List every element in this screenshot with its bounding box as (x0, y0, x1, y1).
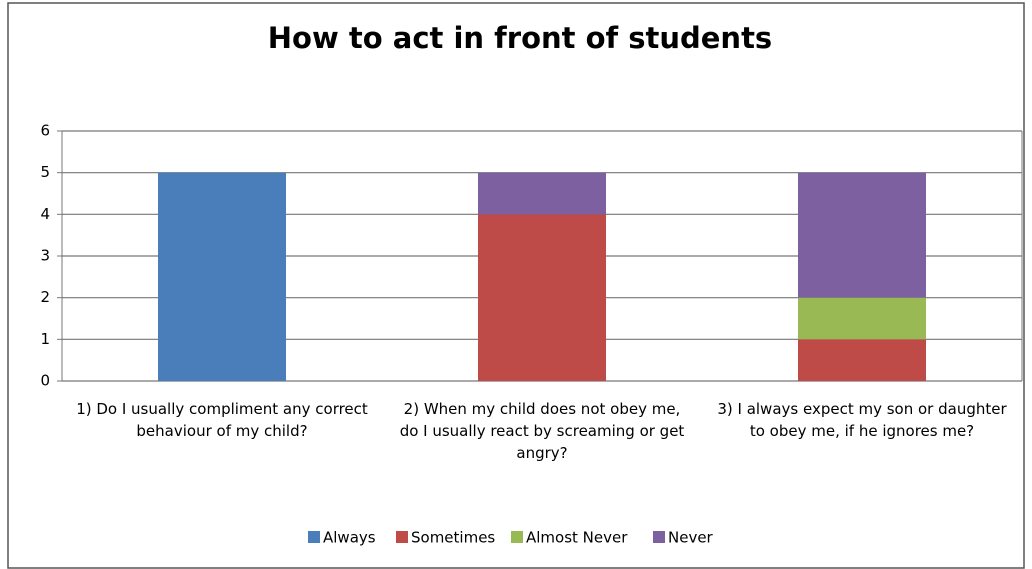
bar-segment (798, 172, 926, 298)
legend-swatch (308, 531, 320, 543)
y-tick-label: 4 (40, 205, 50, 223)
legend-label: Always (323, 529, 376, 547)
legend-swatch (396, 531, 408, 543)
legend-swatch (653, 531, 665, 543)
y-tick-label: 5 (40, 163, 50, 181)
y-tick-label: 0 (40, 372, 50, 390)
y-tick-label: 3 (40, 247, 50, 265)
legend-label: Never (668, 529, 714, 547)
chart-title: How to act in front of students (268, 21, 772, 55)
legend-label: Almost Never (526, 529, 628, 547)
bar-segment (478, 172, 606, 215)
legend-swatch (511, 531, 523, 543)
bar-segment (798, 339, 926, 381)
y-tick-label: 2 (40, 288, 50, 306)
bar-segment (798, 297, 926, 340)
y-tick-label: 6 (40, 122, 50, 140)
x-tick-label: 1) Do I usually compliment any correct b… (76, 400, 368, 440)
chart-frame (7, 2, 1025, 569)
bar-segment (478, 214, 606, 381)
x-tick-label: 2) When my child does not obey me, do I … (399, 400, 685, 462)
bar-segment (158, 172, 286, 381)
x-tick-label: 3) I always expect my son or daughter to… (717, 400, 1007, 440)
y-tick-label: 1 (40, 330, 50, 348)
legend-label: Sometimes (411, 529, 495, 547)
